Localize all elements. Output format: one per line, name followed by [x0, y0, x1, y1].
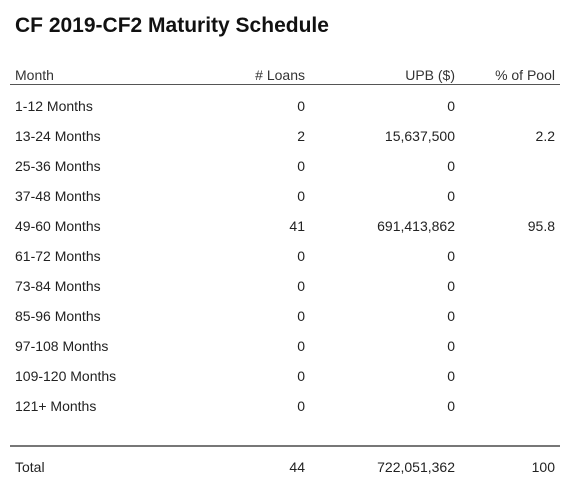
row-pct: 2.2	[535, 128, 555, 144]
row-upb: 15,637,500	[384, 128, 455, 144]
row-loans: 0	[297, 308, 305, 324]
total-row: Total 44 722,051,362 100	[15, 457, 560, 477]
row-month: 13-24 Months	[15, 128, 101, 144]
row-upb: 0	[447, 98, 455, 114]
row-upb: 0	[447, 368, 455, 384]
row-month: 49-60 Months	[15, 218, 101, 234]
table-row: 97-108 Months 0 0	[15, 336, 560, 356]
table-row: 73-84 Months 0 0	[15, 276, 560, 296]
column-header-pct: % of Pool	[495, 67, 555, 83]
total-upb: 722,051,362	[377, 459, 455, 475]
row-upb: 0	[447, 158, 455, 174]
row-month: 97-108 Months	[15, 338, 109, 354]
row-upb: 0	[447, 308, 455, 324]
row-loans: 2	[297, 128, 305, 144]
row-month: 109-120 Months	[15, 368, 117, 384]
table-row: 25-36 Months 0 0	[15, 156, 560, 176]
table-row: 85-96 Months 0 0	[15, 306, 560, 326]
row-pct: 95.8	[527, 218, 555, 234]
row-loans: 0	[297, 368, 305, 384]
row-month: 37-48 Months	[15, 188, 101, 204]
table-row: 121+ Months 0 0	[15, 396, 560, 416]
total-divider	[10, 445, 560, 447]
row-loans: 0	[297, 158, 305, 174]
row-loans: 0	[297, 398, 305, 414]
row-month: 85-96 Months	[15, 308, 101, 324]
table-row: 13-24 Months 2 15,637,500 2.2	[15, 126, 560, 146]
header-divider	[10, 84, 560, 85]
column-header-month: Month	[15, 67, 54, 83]
row-upb: 0	[447, 278, 455, 294]
row-loans: 0	[297, 278, 305, 294]
row-month: 121+ Months	[15, 398, 97, 414]
table-row: 1-12 Months 0 0	[15, 96, 560, 116]
row-upb: 0	[447, 188, 455, 204]
row-month: 1-12 Months	[15, 98, 93, 114]
row-loans: 0	[297, 188, 305, 204]
page-title: CF 2019-CF2 Maturity Schedule	[15, 14, 329, 37]
row-upb: 0	[447, 248, 455, 264]
row-month: 61-72 Months	[15, 248, 101, 264]
row-loans: 41	[289, 218, 305, 234]
column-header-upb: UPB ($)	[405, 67, 455, 83]
row-upb: 0	[447, 398, 455, 414]
row-month: 73-84 Months	[15, 278, 101, 294]
row-upb: 691,413,862	[377, 218, 455, 234]
row-loans: 0	[297, 338, 305, 354]
table-row: 37-48 Months 0 0	[15, 186, 560, 206]
table-row: 61-72 Months 0 0	[15, 246, 560, 266]
table-row: 109-120 Months 0 0	[15, 366, 560, 386]
column-header-loans: # Loans	[255, 67, 305, 83]
row-loans: 0	[297, 248, 305, 264]
total-label: Total	[15, 459, 45, 475]
table-row: 49-60 Months 41 691,413,862 95.8	[15, 216, 560, 236]
row-upb: 0	[447, 338, 455, 354]
total-pct: 100	[531, 459, 555, 475]
row-loans: 0	[297, 98, 305, 114]
total-loans: 44	[289, 459, 305, 475]
table-header: Month # Loans UPB ($) % of Pool	[15, 65, 560, 85]
row-month: 25-36 Months	[15, 158, 101, 174]
